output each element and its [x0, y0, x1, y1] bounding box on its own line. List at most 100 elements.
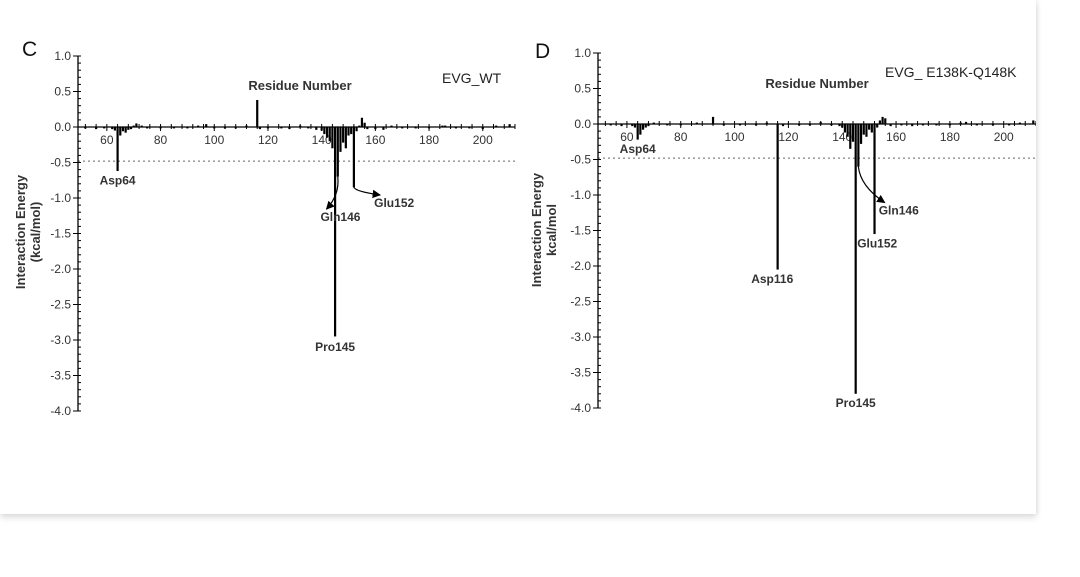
bar-residue-66 — [121, 127, 125, 132]
x-tick-label: 60 — [100, 133, 114, 147]
bar-residue-65 — [119, 127, 122, 136]
bar-residue-64 — [116, 127, 119, 172]
bar-residue-143 — [849, 124, 852, 149]
y-tick-label: 0.0 — [54, 120, 71, 134]
x-tick-label: 120 — [778, 130, 798, 144]
panel-label: C — [22, 38, 37, 61]
bar-residue-73 — [140, 125, 143, 127]
bar-residue-180 — [948, 124, 951, 126]
y-tick-label: -1.5 — [570, 224, 591, 238]
bar-residue-144 — [331, 127, 334, 149]
y-axis-title: Interaction Energy(kcal/mol) — [13, 174, 43, 289]
bar-residue-142 — [846, 124, 849, 137]
bar-residue-117 — [258, 127, 262, 130]
y-tick-label: -3.0 — [570, 330, 591, 344]
bar-residue-112 — [765, 122, 768, 124]
bar-residue-100 — [213, 127, 216, 129]
y-tick-label: -1.0 — [570, 188, 591, 202]
bar-residue-102 — [738, 124, 742, 126]
y-axis-title: Interaction Energykcal/mol — [529, 172, 559, 287]
bar-residue-118 — [781, 124, 785, 127]
annotation-label: Gln146 — [879, 204, 919, 218]
y-tick-label: -2.5 — [50, 298, 71, 312]
bar-residue-85 — [172, 127, 176, 129]
bar-residue-62 — [111, 127, 114, 130]
x-tick-label: 180 — [940, 130, 960, 144]
bar-residue-116 — [776, 124, 779, 270]
bar-residue-63 — [113, 127, 117, 131]
bar-residue-54 — [609, 124, 612, 126]
x-tick-label: 180 — [419, 133, 439, 147]
bar-residue-170 — [401, 127, 404, 129]
bar-residue-128 — [288, 127, 291, 130]
bar-residue-158 — [889, 124, 892, 127]
bar-residue-145 — [333, 127, 337, 337]
bar-residue-132 — [819, 121, 822, 124]
bar-residue-96 — [722, 124, 725, 126]
y-tick-label: -1.0 — [50, 191, 71, 205]
x-axis-title: Residue Number — [248, 78, 351, 93]
bar-residue-104 — [223, 127, 227, 129]
annotation-label: Gln146 — [320, 210, 360, 224]
y-tick-label: -2.0 — [570, 259, 591, 273]
bar-residue-175 — [414, 127, 417, 129]
bar-residue-86 — [695, 122, 698, 124]
bar-residue-70 — [652, 122, 655, 124]
figure-card: C EVG_WT Residue Number Interaction Energy(… — [13, 38, 1036, 418]
annotation-label: Asp64 — [620, 142, 656, 156]
bar-residue-140 — [320, 127, 323, 131]
bar-residue-108 — [234, 127, 237, 129]
series-title: EVG_ E138K-Q148K — [885, 64, 1017, 80]
bar-residue-66 — [641, 124, 645, 130]
bar-residue-196 — [991, 124, 995, 126]
bar-residue-136 — [830, 124, 833, 126]
bar-residue-120 — [266, 127, 270, 129]
y-tick-label: -2.0 — [50, 262, 71, 276]
bar-residue-149 — [344, 127, 347, 149]
bar-residue-80 — [679, 124, 682, 126]
chart-panel-d: D EVG_ E138K-Q148K Residue Number Interacti… — [529, 40, 1036, 415]
bar-residue-75 — [666, 124, 669, 126]
x-tick-label: 80 — [674, 130, 688, 144]
bar-residue-52 — [84, 127, 87, 129]
bar-residue-147 — [859, 124, 863, 144]
bar-residue-108 — [754, 124, 758, 126]
bar-residue-62 — [631, 124, 634, 127]
bar-residue-154 — [878, 120, 882, 124]
bar-residue-155 — [881, 116, 884, 124]
x-tick-label: 80 — [154, 133, 168, 147]
bar-residue-143 — [328, 127, 331, 142]
bar-residue-190 — [975, 124, 978, 126]
bar-residue-125 — [280, 127, 283, 129]
bar-residue-175 — [935, 124, 938, 126]
chart-panel-c: C EVG_WT Residue Number Interaction Energy(… — [13, 38, 516, 418]
bar-residue-71 — [135, 123, 138, 127]
bar-residue-163 — [382, 127, 385, 130]
x-tick-label: 200 — [994, 130, 1014, 144]
y-axis-title-line: Interaction Energy — [529, 172, 544, 287]
bar-residue-170 — [921, 124, 925, 126]
y-tick-label: -3.5 — [50, 369, 71, 383]
bar-residue-69 — [129, 127, 133, 130]
bar-residue-132 — [299, 125, 302, 127]
bar-residue-112 — [245, 125, 248, 127]
bar-residue-142 — [325, 127, 329, 138]
bar-residue-156 — [884, 118, 887, 124]
y-tick-label: 1.0 — [54, 49, 71, 63]
bar-residue-166 — [911, 124, 914, 127]
x-tick-label: 100 — [725, 130, 745, 144]
bar-residue-64 — [636, 124, 639, 140]
bar-residue-155 — [360, 117, 364, 127]
bar-residue-186 — [444, 125, 447, 127]
x-axis-title: Residue Number — [765, 76, 868, 91]
bar-residue-156 — [363, 122, 366, 127]
bar-residue-195 — [468, 127, 471, 129]
bar-residue-144 — [851, 124, 855, 142]
y-axis-title-line: kcal/mol — [544, 204, 559, 256]
bar-residue-151 — [870, 124, 873, 133]
bar-residue-58 — [620, 124, 623, 127]
x-tick-label: 160 — [886, 130, 906, 144]
bar-residue-151 — [350, 127, 353, 135]
bar-residue-146 — [336, 127, 339, 177]
bar-residue-139 — [838, 124, 841, 127]
